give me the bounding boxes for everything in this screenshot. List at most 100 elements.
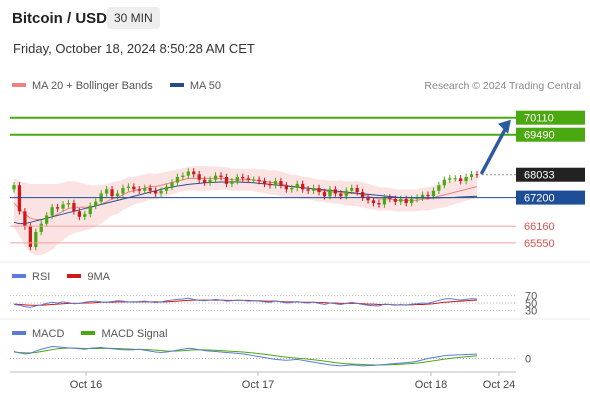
candle-body	[164, 186, 169, 191]
price-legend: MA 20 + Bollinger Bands MA 50	[12, 80, 235, 92]
candle	[284, 181, 288, 193]
level-70110: 70110	[10, 110, 585, 125]
candle-body	[246, 178, 250, 180]
legend-macd-signal: MACD Signal	[101, 328, 168, 340]
bollinger-band	[14, 166, 477, 256]
candle	[241, 173, 245, 182]
candle	[415, 194, 419, 203]
candle	[317, 184, 321, 196]
rsi-tick-label: 50	[525, 298, 537, 310]
forecast-arrow-head	[498, 119, 511, 134]
forecast-arrow	[480, 125, 508, 175]
chart-header: Bitcoin / USD 30 MIN	[0, 0, 590, 36]
candle-body	[143, 187, 147, 191]
candle-body	[115, 193, 120, 197]
candle	[224, 173, 229, 188]
candle	[28, 223, 32, 251]
macd-swatch	[12, 331, 26, 336]
candle-body	[219, 175, 223, 177]
candle	[197, 170, 201, 184]
current-price-tag	[516, 167, 585, 182]
candle-body	[393, 198, 397, 202]
candle-body	[186, 171, 190, 176]
candle	[132, 183, 136, 193]
candle-body	[279, 181, 283, 186]
candle	[143, 184, 147, 195]
candle-body	[420, 194, 425, 198]
candle-body	[437, 185, 441, 191]
candle	[126, 183, 131, 192]
candle	[235, 173, 239, 185]
candle	[17, 181, 22, 215]
candle-body	[34, 231, 38, 248]
candle	[170, 179, 174, 190]
rsi-line	[13, 297, 478, 308]
candle-body	[208, 179, 212, 183]
candle-body	[322, 192, 327, 197]
candle-body	[72, 203, 76, 212]
candle-body	[410, 198, 414, 204]
candle-body	[366, 197, 370, 201]
candle-body	[66, 203, 71, 205]
candle	[164, 183, 169, 195]
rsi-swatch	[12, 274, 26, 279]
candle-body	[328, 189, 332, 197]
candle	[257, 176, 261, 185]
legend-rsi: RSI	[32, 271, 51, 283]
support-label: 66160	[524, 221, 555, 233]
macd-tick-label: 0	[525, 353, 531, 365]
candle	[148, 184, 152, 195]
resistance-label: 69490	[524, 130, 555, 142]
candle	[104, 186, 109, 197]
candle	[306, 186, 310, 195]
candle-body	[197, 174, 201, 180]
candle	[88, 202, 92, 218]
candle-body	[61, 204, 65, 209]
candle	[350, 184, 354, 195]
candle-body	[241, 177, 245, 179]
candle	[121, 184, 125, 197]
candle-body	[55, 207, 60, 209]
candle	[371, 197, 376, 207]
candle-body	[350, 187, 354, 191]
candle-body	[339, 193, 343, 197]
candle-body	[110, 189, 114, 197]
candle	[355, 184, 359, 196]
candle-body	[453, 178, 457, 180]
candle	[246, 175, 250, 184]
rsi-tick-label: 70	[525, 291, 537, 303]
candle-body	[317, 187, 321, 193]
x-tick-label: Oct 18	[415, 379, 447, 391]
candle	[55, 203, 60, 212]
candle	[77, 208, 81, 221]
candle-body	[12, 185, 16, 190]
x-tick-label: Oct 17	[242, 379, 274, 391]
candle-body	[382, 197, 387, 205]
research-credit: Research © 2024 Trading Central	[424, 80, 581, 92]
candle-body	[224, 177, 229, 184]
timeframe-badge[interactable]: 30 MIN	[107, 7, 160, 29]
candle	[262, 177, 267, 188]
candle	[311, 184, 316, 195]
candle-body	[388, 197, 392, 199]
legend-ma50: MA 50	[189, 80, 222, 92]
candle-body	[262, 181, 267, 184]
candle	[252, 176, 256, 184]
resistance-tag	[516, 110, 585, 125]
candle	[273, 177, 278, 189]
candle-body	[235, 177, 239, 182]
candle	[83, 210, 87, 221]
legend-macd: MACD	[32, 328, 65, 340]
candle	[295, 180, 299, 192]
support-label: 65550	[524, 238, 555, 250]
candle	[66, 199, 71, 208]
candle-body	[175, 177, 180, 183]
candle	[448, 175, 452, 184]
candle	[377, 199, 381, 208]
candle-body	[17, 185, 22, 212]
macd-signal-swatch	[81, 331, 96, 336]
candle-body	[181, 175, 185, 177]
candle-body	[333, 189, 338, 194]
chart-datetime: Friday, October 18, 2024 8:50:28 AM CET	[13, 41, 255, 56]
